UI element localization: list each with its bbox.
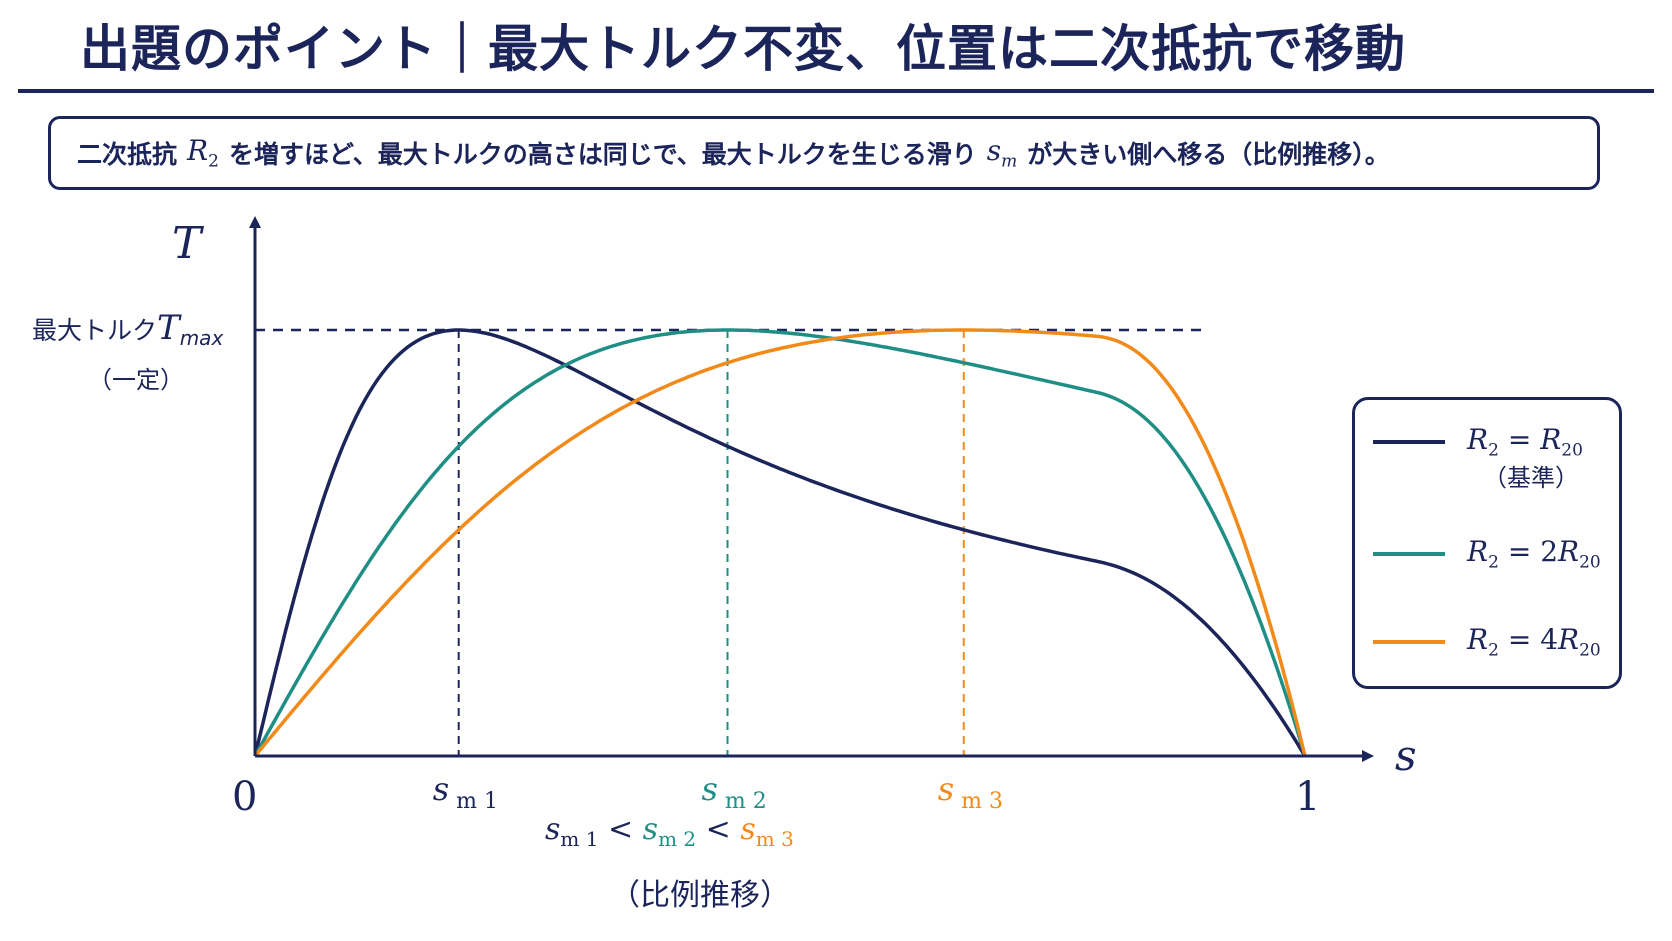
series-line-1 bbox=[253, 328, 1307, 757]
summary-sm: sm bbox=[987, 134, 1018, 172]
series-line-2 bbox=[253, 328, 1307, 757]
ineq-s3-sub: m 3 bbox=[755, 827, 794, 851]
sm-tick-label-3: s m 3 bbox=[938, 770, 1003, 814]
legend-swatch-orange bbox=[1373, 640, 1445, 644]
ineq-s2-var: s bbox=[642, 812, 659, 847]
y-axis-label: T bbox=[172, 218, 205, 269]
x-axis-label: s bbox=[1395, 731, 1417, 780]
legend-2-lhs-sub: 2 bbox=[1488, 640, 1499, 661]
ineq-lt-2: < bbox=[696, 812, 741, 847]
ineq-s1-var: s bbox=[545, 812, 561, 847]
legend-0-eq: = bbox=[1498, 423, 1541, 457]
legend-1-lhs: R bbox=[1467, 535, 1489, 569]
summary-r-var: R bbox=[187, 134, 209, 168]
ineq-s3-var: s bbox=[740, 812, 756, 847]
summary-s-sub: m bbox=[1001, 151, 1018, 172]
ineq-sm1: sm 1 bbox=[545, 812, 598, 851]
summary-r2: R2 bbox=[187, 134, 219, 172]
tmax-label-text: 最大トルク bbox=[32, 316, 158, 345]
title-divider bbox=[18, 89, 1654, 93]
legend-1-coef: 2 bbox=[1540, 535, 1559, 569]
legend-note-baseline: （基準） bbox=[1483, 464, 1579, 492]
legend-0-rhs-sub: 20 bbox=[1561, 440, 1583, 461]
summary-box: 二次抵抗 R2 を増すほど、最大トルクの高さは同じで、最大トルクを生じる滑り s… bbox=[48, 116, 1600, 190]
sm-tick-label-1: s m 1 bbox=[433, 770, 498, 814]
legend-item-4r20: R2 = 4R20 bbox=[1373, 622, 1601, 662]
ineq-lt-1: < bbox=[598, 812, 643, 847]
tmax-label: 最大トルクTmax bbox=[32, 308, 223, 350]
legend-2-eq: = bbox=[1498, 623, 1541, 657]
legend-2-coef: 4 bbox=[1540, 623, 1559, 657]
legend-swatch-navy bbox=[1373, 440, 1445, 444]
ineq-sm3: sm 3 bbox=[740, 812, 793, 851]
legend: R2 = R20 （基準） R2 = 2R20 R2 = 4R20 bbox=[1352, 397, 1622, 689]
legend-0-rhs: R bbox=[1540, 423, 1562, 457]
legend-item-r20: R2 = R20 bbox=[1373, 422, 1583, 462]
legend-0-lhs: R bbox=[1467, 423, 1489, 457]
summary-r-sub: 2 bbox=[208, 151, 219, 172]
tmax-note: （一定） bbox=[88, 366, 184, 394]
legend-label-4r20: R2 = 4R20 bbox=[1467, 623, 1601, 661]
legend-item-2r20: R2 = 2R20 bbox=[1373, 534, 1601, 574]
sm-tick-label-2: s m 2 bbox=[702, 770, 767, 814]
ineq-s2-sub: m 2 bbox=[658, 827, 697, 851]
legend-1-eq: = bbox=[1498, 535, 1541, 569]
page-title: 出題のポイント｜最大トルク不変、位置は二次抵抗で移動 bbox=[80, 20, 1406, 78]
summary-text-2: を増すほど、最大トルクの高さは同じで、最大トルクを生じる滑り bbox=[228, 140, 977, 169]
legend-1-lhs-sub: 2 bbox=[1488, 552, 1499, 573]
x-tick-0: 0 bbox=[232, 774, 257, 820]
slip-inequality: sm 1 < sm 2 < sm 3 bbox=[545, 812, 794, 851]
legend-swatch-teal bbox=[1373, 552, 1445, 556]
legend-1-rhs: R bbox=[1558, 535, 1580, 569]
legend-1-rhs-sub: 20 bbox=[1579, 552, 1601, 573]
legend-2-lhs: R bbox=[1467, 623, 1489, 657]
ineq-sm2: sm 2 bbox=[642, 812, 696, 851]
ineq-note: （比例推移） bbox=[610, 878, 790, 913]
legend-0-lhs-sub: 2 bbox=[1488, 440, 1499, 461]
legend-2-rhs: R bbox=[1558, 623, 1580, 657]
summary-text-1: 二次抵抗 bbox=[77, 140, 178, 169]
legend-label-2r20: R2 = 2R20 bbox=[1467, 535, 1601, 573]
legend-2-rhs-sub: 20 bbox=[1579, 640, 1601, 661]
ineq-s1-sub: m 1 bbox=[560, 827, 599, 851]
legend-label-r20: R2 = R20 bbox=[1467, 423, 1583, 461]
summary-s-var: s bbox=[986, 134, 1002, 168]
tmax-subscript: max bbox=[179, 326, 224, 350]
series-line-3 bbox=[253, 328, 1307, 758]
x-tick-1: 1 bbox=[1295, 774, 1320, 820]
summary-text-3: が大きい側へ移る（比例推移）。 bbox=[1027, 140, 1390, 169]
tmax-symbol: T bbox=[157, 308, 180, 348]
